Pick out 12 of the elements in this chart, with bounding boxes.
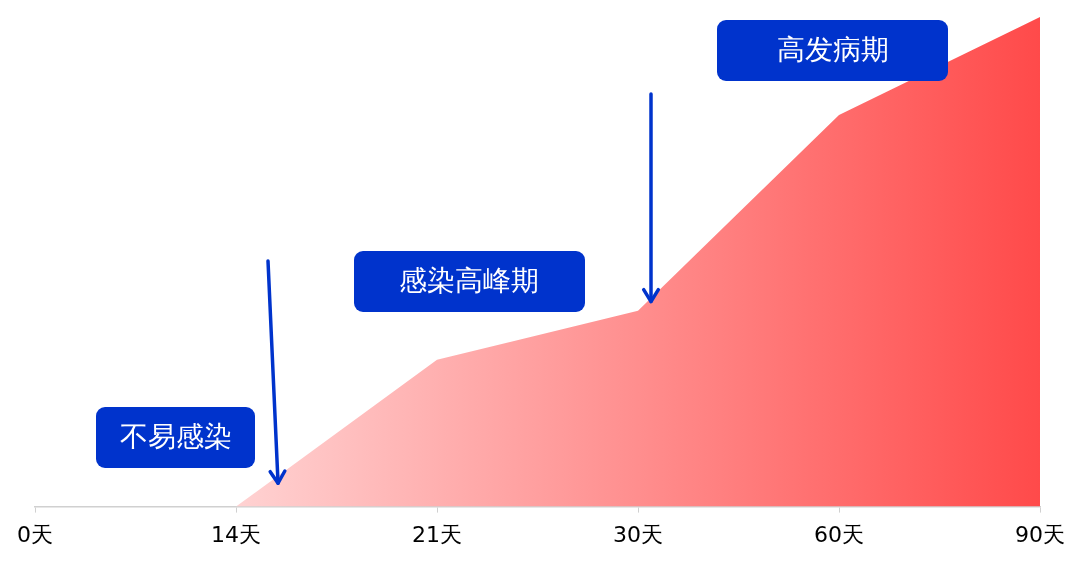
x-tick-label: 60天 bbox=[814, 521, 864, 547]
note-box: 不易感染 bbox=[96, 406, 256, 468]
annotation: 感染高峰期 bbox=[399, 263, 540, 300]
x-tick-label: 90天 bbox=[1015, 521, 1065, 547]
annotation: 高发病期 bbox=[776, 32, 889, 69]
x-tick-label: 30天 bbox=[613, 521, 663, 547]
x-tick-label: 14天 bbox=[211, 521, 261, 547]
x-tick-label: 0天 bbox=[17, 521, 53, 547]
annotation: 不易感染 bbox=[119, 419, 232, 456]
x-tick-label: 21天 bbox=[412, 521, 462, 547]
note-box: 高发病期 bbox=[717, 19, 949, 81]
note-box: 感染高峰期 bbox=[353, 250, 585, 312]
